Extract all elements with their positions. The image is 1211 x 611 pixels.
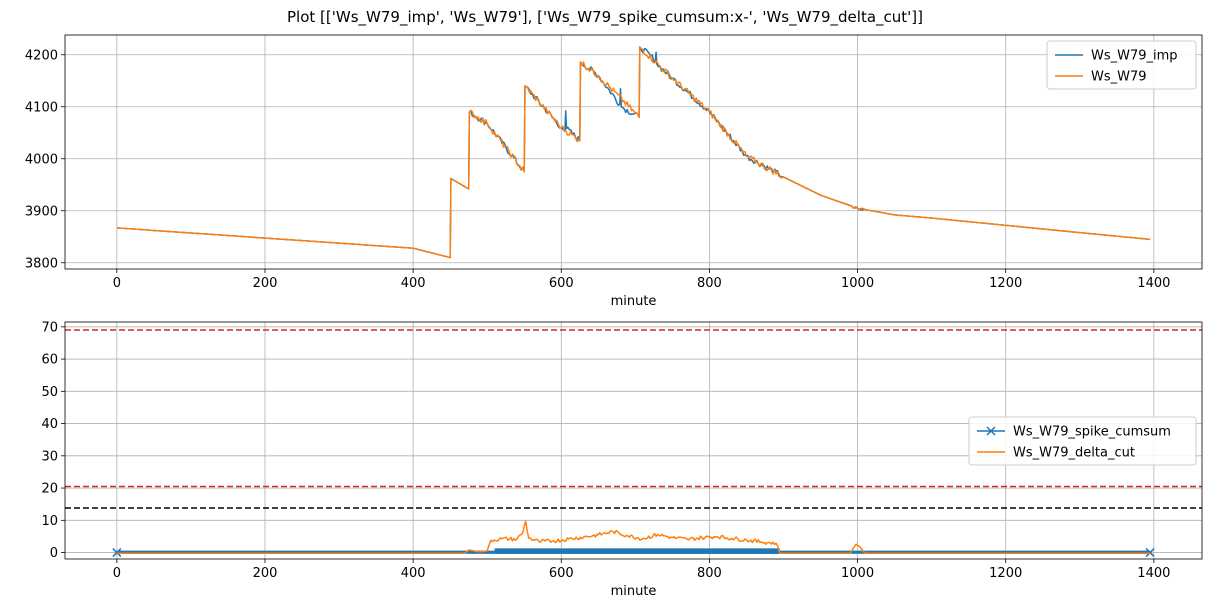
legend: Ws_W79_imp Ws_W79 xyxy=(1046,40,1197,90)
x-tick-label: 1400 xyxy=(1137,276,1170,291)
legend-label: Ws_W79_spike_cumsum xyxy=(1013,425,1171,440)
x-tick-label: 600 xyxy=(549,276,574,291)
plot-area xyxy=(116,46,1151,259)
x-axis-label: minute xyxy=(611,584,657,599)
series-line-Ws_W79_imp xyxy=(116,46,1151,259)
y-tick-label: 3800 xyxy=(25,256,58,271)
y-tick-label: 20 xyxy=(41,482,58,497)
x-axis-label: minute xyxy=(611,294,657,309)
x-marker xyxy=(1145,548,1155,558)
y-tick-label: 3900 xyxy=(25,204,58,219)
series-line-Ws_W79_delta_cut xyxy=(116,520,1151,554)
y-tick-label: 50 xyxy=(41,385,58,400)
x-tick-label: 800 xyxy=(697,276,722,291)
legend: Ws_W79_spike_cumsum Ws_W79_delta_cut xyxy=(968,416,1197,466)
axes-frame xyxy=(64,321,1203,560)
y-tick-label: 40 xyxy=(41,417,58,432)
legend-label: Ws_W79_imp xyxy=(1091,49,1178,64)
axes-frame xyxy=(64,34,1203,270)
x-tick-label: 1000 xyxy=(841,276,874,291)
x-tick-label: 400 xyxy=(401,566,426,581)
x-tick-label: 200 xyxy=(253,276,278,291)
series-line-Ws_W79 xyxy=(116,46,1151,259)
x-tick-label: 400 xyxy=(401,276,426,291)
x-tick-label: 0 xyxy=(113,566,121,581)
x-tick-label: 200 xyxy=(253,566,278,581)
y-tick-label: 0 xyxy=(50,546,58,561)
legend-label: Ws_W79 xyxy=(1091,70,1147,85)
y-tick-label: 4100 xyxy=(25,100,58,115)
x-tick-label: 0 xyxy=(113,276,121,291)
y-tick-label: 30 xyxy=(41,449,58,464)
legend-label: Ws_W79_delta_cut xyxy=(1013,446,1135,461)
y-tick-label: 70 xyxy=(41,320,58,335)
x-tick-label: 1400 xyxy=(1137,566,1170,581)
spike-cumsum-dense-band xyxy=(494,548,780,554)
x-tick-label: 1200 xyxy=(989,276,1022,291)
x-tick-label: 1200 xyxy=(989,566,1022,581)
legend-marker xyxy=(986,426,996,436)
y-tick-label: 10 xyxy=(41,514,58,529)
y-tick-label: 4200 xyxy=(25,48,58,63)
y-tick-label: 4000 xyxy=(25,152,58,167)
bottom-plot: 0 200 400 600 800 1000 1200 1400 0 10 20 30 40 50 60 70… xyxy=(41,320,1203,599)
x-tick-label: 600 xyxy=(549,566,574,581)
top-plot: 0 200 400 600 800 1000 1200 1400 3800 3900 4000 410… xyxy=(25,34,1203,309)
plot-area xyxy=(65,329,1202,558)
y-tick-label: 60 xyxy=(41,353,58,368)
x-tick-label: 1000 xyxy=(841,566,874,581)
x-tick-label: 800 xyxy=(697,566,722,581)
figure-title: Plot [['Ws_W79_imp', 'Ws_W79'], ['Ws_W79… xyxy=(287,8,923,27)
x-marker xyxy=(112,548,122,558)
